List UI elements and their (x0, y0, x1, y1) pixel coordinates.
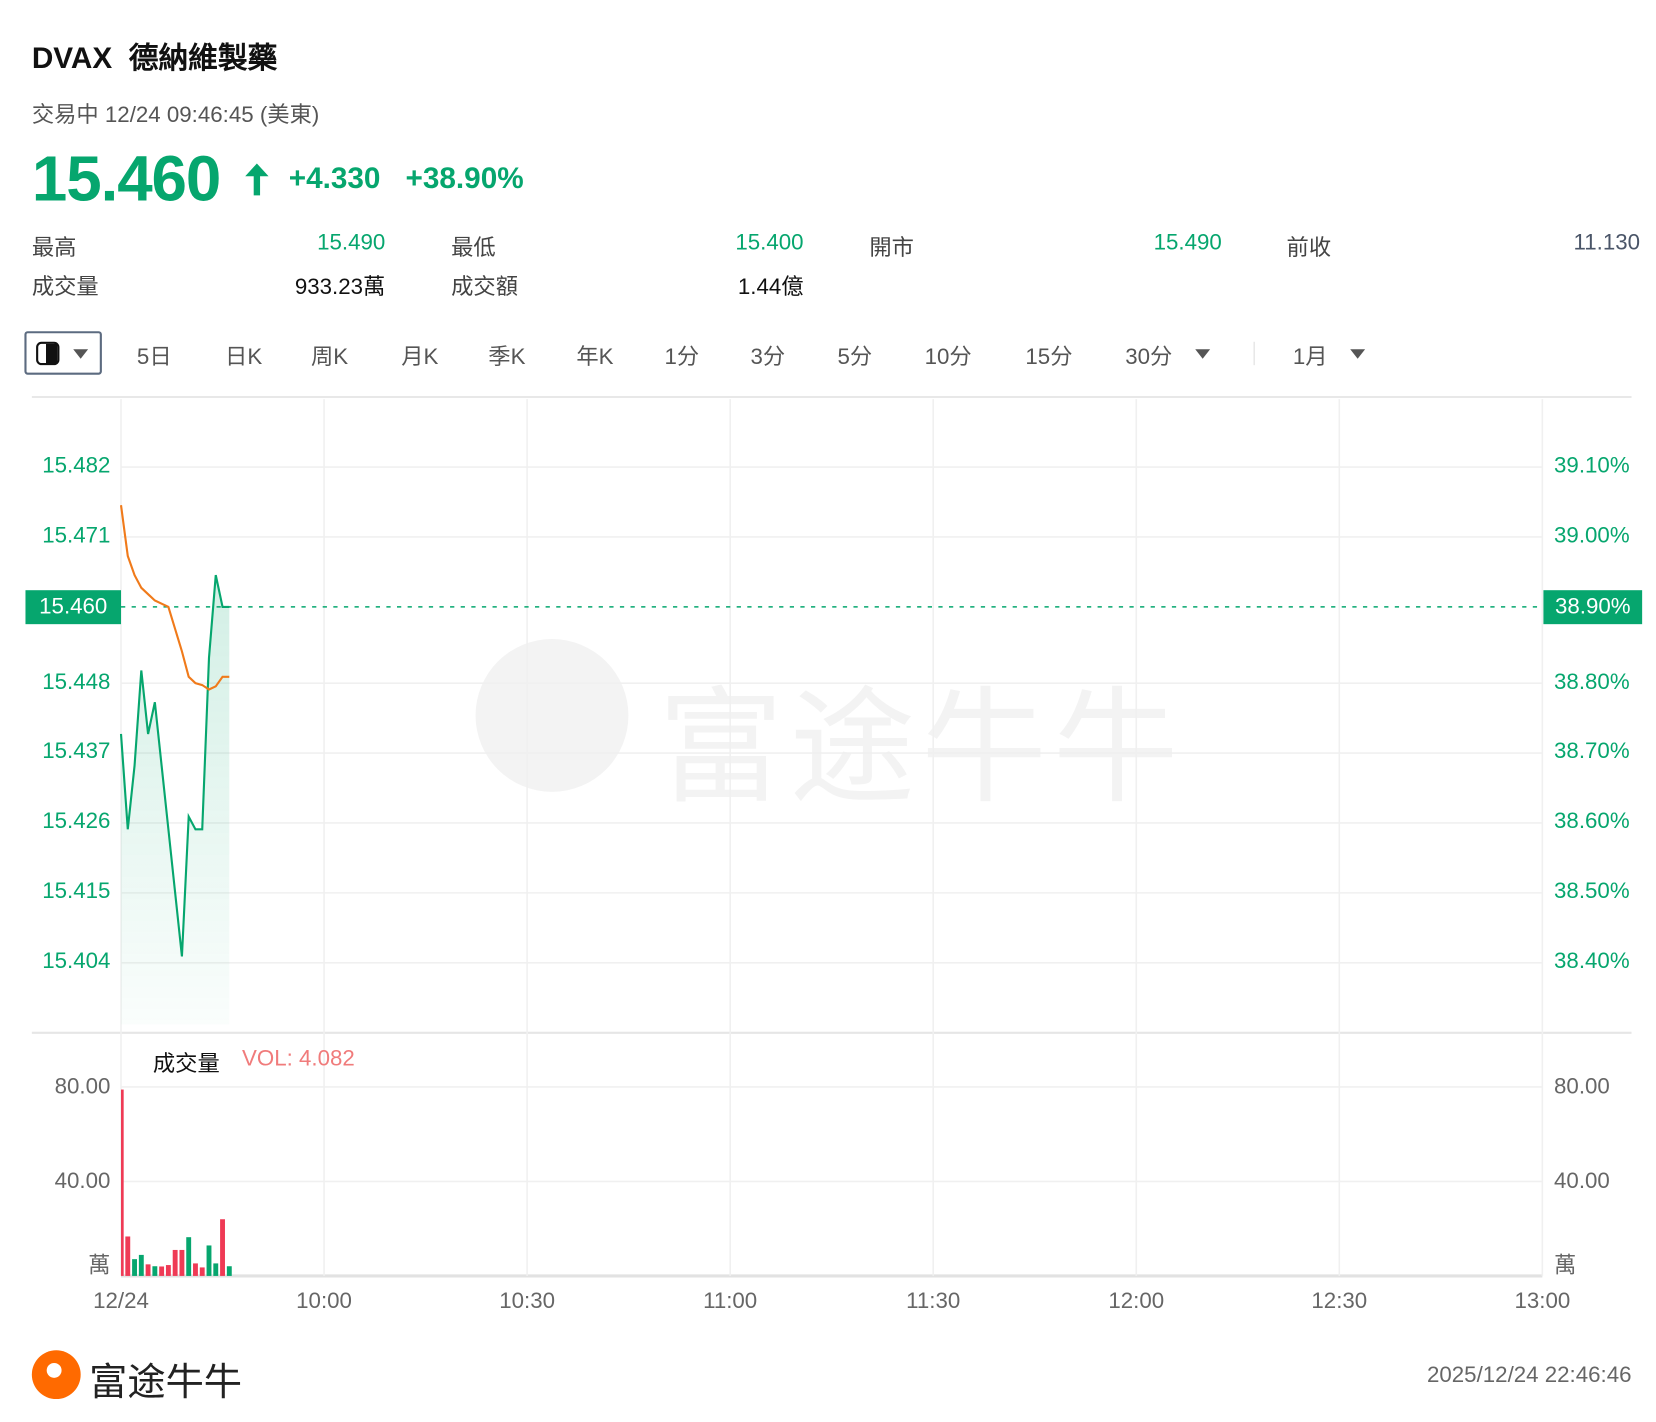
x-tick-label: 13:00 (1514, 1288, 1571, 1314)
stat-label-high: 最高 (31, 235, 77, 261)
pct-tick-label: 39.00% (1554, 523, 1630, 548)
chevron-down-icon[interactable] (1195, 349, 1211, 359)
volume-bar (199, 1267, 205, 1276)
stat-value-volume: 933.23萬 (294, 274, 386, 300)
volume-bar (159, 1266, 165, 1276)
stat-label-turnover: 成交額 (451, 274, 519, 300)
volume-bar (165, 1265, 171, 1276)
stat-label-volume: 成交量 (31, 274, 99, 300)
current-price-tag: 15.460 (25, 589, 122, 624)
x-tick-label: 11:30 (906, 1288, 961, 1314)
volume-value: VOL: 4.082 (242, 1046, 355, 1072)
tab-30-min[interactable]: 30分 (1125, 344, 1173, 370)
ticker: DVAX (31, 41, 113, 75)
volume-bar (179, 1249, 185, 1276)
chevron-down-icon (73, 349, 89, 359)
x-tick-label: 12/24 (93, 1288, 149, 1314)
volume-bar (226, 1266, 232, 1276)
watermark: 富途牛牛 (658, 678, 1185, 819)
pct-tick-label: 38.80% (1554, 669, 1630, 694)
volume-bar (132, 1259, 137, 1276)
vol-tick-left-40: 40.00 (54, 1168, 111, 1194)
volume-bar (145, 1264, 151, 1276)
volume-bar (193, 1263, 198, 1276)
tab-monthly-k[interactable]: 月K (401, 344, 439, 370)
volume-bar (186, 1237, 192, 1276)
pct-tick-label: 38.40% (1554, 948, 1630, 974)
price-area-fill (121, 575, 230, 1025)
stat-value-high: 15.490 (317, 230, 386, 255)
y-tick-label: 15.471 (42, 523, 111, 548)
x-tick-label: 10:00 (296, 1288, 352, 1314)
volume-bar (206, 1245, 212, 1276)
tab-quarterly-k[interactable]: 季K (488, 344, 526, 370)
volume-bar (172, 1249, 178, 1276)
tab-5-min[interactable]: 5分 (837, 344, 873, 370)
volume-bar (138, 1254, 144, 1276)
current-pct-tag: 38.90% (1543, 589, 1643, 624)
toolbar-divider (1253, 341, 1255, 366)
stat-value-low: 15.400 (735, 230, 804, 255)
pct-tick-label: 38.60% (1554, 809, 1630, 834)
stat-label-open: 開市 (869, 235, 914, 261)
futu-logo-icon (31, 1350, 81, 1400)
y-tick-label: 15.437 (42, 739, 111, 764)
stat-value-turnover: 1.44億 (737, 274, 804, 300)
x-tick-label: 11:00 (703, 1288, 758, 1314)
stat-label-low: 最低 (451, 235, 496, 261)
last-price: 15.460 (31, 143, 221, 215)
tab-daily-k[interactable]: 日K (225, 344, 263, 370)
vol-unit-right: 萬 (1554, 1253, 1577, 1279)
price-change: +4.330 (288, 161, 381, 195)
volume-bar (220, 1219, 225, 1276)
volume-bar (125, 1236, 131, 1276)
x-tick-label: 12:30 (1311, 1288, 1368, 1314)
company-name: 德納維製藥 (128, 41, 278, 75)
volume-bar (121, 1089, 124, 1276)
y-tick-label: 15.448 (42, 669, 111, 694)
stat-value-prev-close: 11.130 (1573, 230, 1641, 255)
stat-label-prev-close: 前收 (1286, 235, 1332, 261)
tab-weekly-k[interactable]: 周K (311, 344, 349, 370)
y-tick-label: 15.482 (42, 453, 111, 478)
volume-bar (152, 1266, 158, 1276)
average-price-line (119, 505, 230, 691)
candle-type-icon (36, 341, 60, 366)
vol-unit-left: 萬 (88, 1253, 111, 1279)
snapshot-timestamp: 2025/12/24 22:46:46 (1426, 1362, 1632, 1388)
arrow-up-icon (242, 161, 272, 197)
tab-1-min[interactable]: 1分 (664, 344, 700, 370)
price-change-pct: +38.90% (405, 161, 524, 195)
volume-bar (213, 1263, 219, 1276)
y-tick-label: 15.426 (42, 809, 111, 834)
pct-tick-label: 38.50% (1554, 879, 1630, 904)
tab-5-day[interactable]: 5日 (136, 344, 172, 370)
y-tick-label: 15.415 (42, 879, 111, 904)
brand-name: 富途牛牛 (89, 1359, 243, 1404)
range-dropdown[interactable]: 1月 (1292, 344, 1328, 370)
vol-tick-right-80: 80.00 (1554, 1074, 1610, 1099)
stock-title: DVAX 德納維製藥 (32, 35, 278, 77)
x-tick-label: 12:00 (1108, 1288, 1165, 1314)
vol-tick-left-80: 80.00 (54, 1074, 111, 1099)
volume-title: 成交量 (152, 1051, 220, 1077)
vol-tick-right-40: 40.00 (1554, 1168, 1610, 1194)
pct-tick-label: 38.70% (1554, 739, 1630, 764)
x-tick-label: 10:30 (499, 1288, 555, 1314)
chart-type-dropdown[interactable] (24, 331, 102, 375)
trading-status: 交易中 12/24 09:46:45 (美東) (31, 102, 320, 128)
stat-value-open: 15.490 (1153, 230, 1222, 255)
price-line (119, 574, 230, 957)
tab-3-min[interactable]: 3分 (750, 344, 786, 370)
tab-15-min[interactable]: 15分 (1025, 344, 1073, 370)
chevron-down-icon[interactable] (1350, 349, 1366, 359)
pct-tick-label: 39.10% (1554, 453, 1630, 478)
watermark-logo-icon (475, 639, 629, 792)
y-tick-label: 15.404 (42, 948, 111, 974)
tab-yearly-k[interactable]: 年K (576, 344, 614, 370)
tab-10-min[interactable]: 10分 (924, 344, 972, 370)
